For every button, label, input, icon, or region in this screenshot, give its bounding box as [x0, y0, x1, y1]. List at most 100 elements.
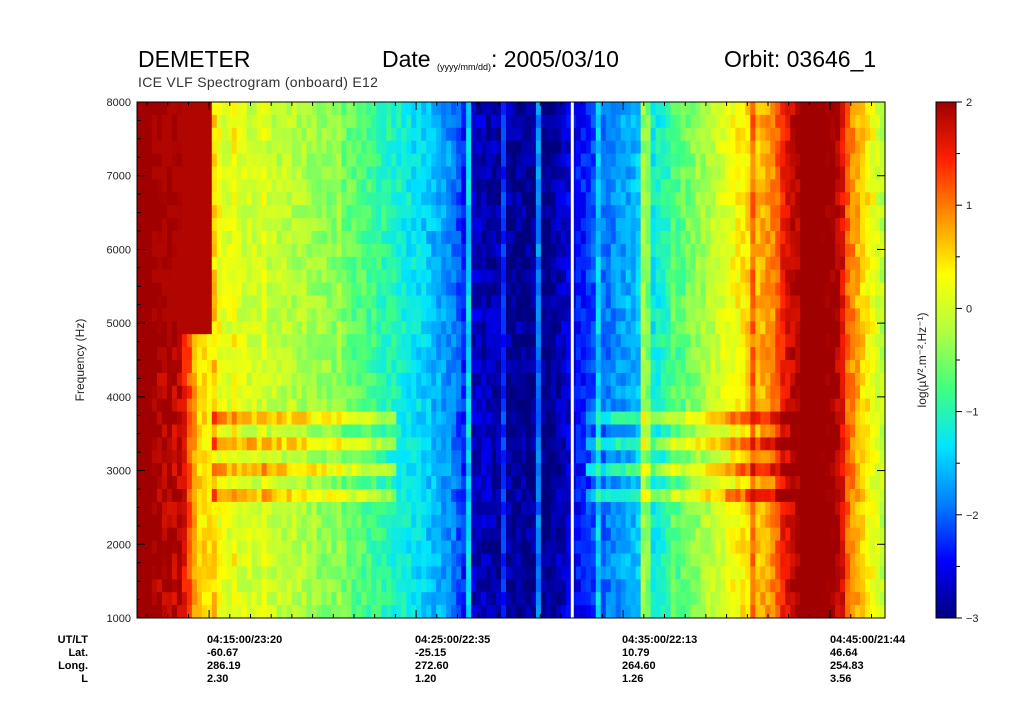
data-gap — [570, 102, 574, 618]
spectrogram-column — [625, 102, 632, 618]
date-format: (yyyy/mm/dd) — [436, 62, 491, 72]
spectrogram-column — [785, 102, 791, 618]
date-value: : 2005/03/10 — [490, 46, 619, 72]
y-tick-label: 4000 — [107, 392, 131, 404]
spectrogram-column — [316, 102, 323, 618]
spectrogram-column — [835, 102, 841, 618]
ephemeris-value: 2.30 — [207, 673, 229, 685]
spectrogram-column — [820, 102, 826, 618]
spectrogram-column — [685, 102, 692, 618]
spectrogram-column — [501, 102, 507, 618]
spectrogram-column — [181, 102, 188, 618]
ephemeris-value: -60.67 — [207, 647, 239, 659]
spectrogram-column — [206, 102, 213, 618]
spectrogram-column — [765, 102, 771, 618]
spectrogram-column — [381, 102, 387, 618]
spectrogram-column — [506, 102, 512, 618]
colorbar — [935, 101, 957, 619]
spectrogram-column — [391, 102, 397, 618]
spectrogram-column — [421, 102, 427, 618]
spectrogram-column — [186, 102, 193, 618]
x-axis-ticks — [146, 102, 872, 618]
spectrogram-column — [830, 102, 836, 618]
date-block: Date (yyyy/mm/dd): 2005/03/10 — [382, 46, 619, 73]
y-axis: 1000 2000 3000 4000 5000 6000 7000 8000 — [107, 97, 885, 625]
spectrogram-column — [875, 102, 881, 618]
spectrogram-column — [451, 102, 457, 618]
spectrogram-column — [870, 102, 876, 618]
spectrogram-column — [431, 102, 437, 618]
spectrogram-column — [515, 102, 522, 618]
ephemeris-value: 04:15:00/23:20 — [207, 634, 283, 646]
spectrogram-column — [695, 102, 702, 618]
spectrogram-column — [306, 102, 313, 618]
spectrogram-column — [825, 102, 831, 618]
spectrogram-column — [810, 102, 816, 618]
spectrogram-column — [740, 102, 746, 618]
spectrogram-column — [246, 102, 253, 618]
spectrogram-column — [730, 102, 736, 618]
spectrogram-column — [491, 102, 497, 618]
spectrogram-column — [441, 102, 447, 618]
spectrogram-column — [795, 102, 801, 618]
spectrogram-column — [735, 102, 741, 618]
spectrogram-column — [645, 102, 652, 618]
spectrogram-column — [466, 102, 472, 618]
colorbar-title: log(µV².m⁻².Hz⁻¹) — [915, 313, 929, 408]
spectrogram-column — [545, 102, 552, 618]
ephemeris-value: -25.15 — [415, 647, 447, 659]
ephemeris-value: 10.79 — [622, 647, 650, 659]
spectrogram-column — [271, 102, 278, 618]
spectrogram-column — [580, 102, 587, 618]
spectrogram-column — [276, 102, 283, 618]
orbit-label: Orbit: 03646_1 — [724, 46, 877, 72]
mission-title: DEMETER — [138, 46, 251, 72]
spectrogram-column — [371, 102, 377, 618]
y-tick-label: 7000 — [107, 171, 131, 183]
spectrogram-column — [511, 102, 517, 618]
spectrogram-column — [481, 102, 487, 618]
colorbar-tick-label: −2 — [966, 510, 979, 522]
spectrogram-column — [191, 102, 198, 618]
spectrogram-column — [336, 102, 343, 618]
spectrogram-column — [226, 102, 233, 618]
spectrogram-column — [675, 102, 682, 618]
ephemeris-row-label: L — [81, 673, 88, 685]
spectrogram-column — [241, 102, 248, 618]
spectrogram-column — [715, 102, 722, 618]
spectrogram-column — [650, 102, 657, 618]
spectrogram-column — [635, 102, 642, 618]
spectrogram-column — [640, 102, 647, 618]
y-tick-label: 6000 — [107, 244, 131, 256]
ephemeris-value: 254.83 — [830, 660, 864, 672]
spectrogram-column — [540, 102, 547, 618]
spectrogram-column — [321, 102, 328, 618]
spectrogram-column — [535, 102, 542, 618]
y-tick-label: 1000 — [107, 613, 131, 625]
chart-subtitle: ICE VLF Spectrogram (onboard) E12 — [138, 74, 379, 90]
spectrogram-column — [351, 102, 358, 618]
colorbar-tick-label: 0 — [966, 303, 972, 315]
ephemeris-row-label: Lat. — [68, 647, 88, 659]
spectrogram-column — [655, 102, 662, 618]
spectrogram-column — [396, 102, 402, 618]
spectrogram-column — [301, 102, 308, 618]
spectrogram-column — [436, 102, 442, 618]
ephemeris-value: 286.19 — [207, 660, 241, 672]
spectrogram-column — [560, 102, 567, 618]
spectrogram-column — [525, 102, 532, 618]
spectrogram-column — [585, 102, 592, 618]
spectrogram-column — [171, 102, 178, 618]
spectrogram-column — [600, 102, 607, 618]
spectrogram-column — [251, 102, 258, 618]
spectrogram-column — [630, 102, 637, 618]
spectrogram-column — [775, 102, 781, 618]
spectrogram-column — [326, 102, 333, 618]
spectrogram-column — [216, 102, 223, 618]
spectrogram-column — [331, 102, 338, 618]
spectrogram-column — [620, 102, 627, 618]
spectrogram-column — [296, 102, 303, 618]
spectrogram-column — [376, 102, 382, 618]
spectrogram-column — [231, 102, 238, 618]
